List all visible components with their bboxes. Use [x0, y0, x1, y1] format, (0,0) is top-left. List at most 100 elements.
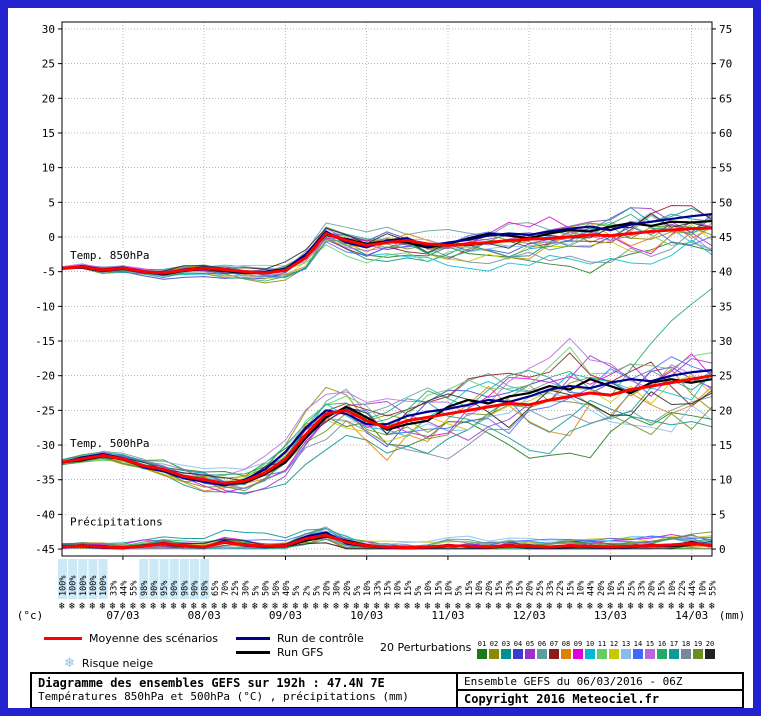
t500-panel-label: Temp. 500hPa — [70, 437, 149, 450]
t500-member-line — [61, 375, 713, 484]
snow-risk-percent-label: 5% — [312, 586, 322, 596]
snow-risk-percent-label: 100% — [89, 576, 99, 596]
snow-risk-percent-label: 44% — [688, 581, 698, 596]
snow-risk-percent-label: 30% — [241, 581, 251, 596]
y-left-tick-label: -10 — [35, 300, 55, 313]
perturbation-item-04: 04 — [512, 640, 524, 659]
snowflake-icon: ❄ — [181, 601, 188, 612]
perturbation-item-01: 01 — [476, 640, 488, 659]
perturbation-color-swatch — [537, 649, 547, 659]
perturbation-color-swatch — [705, 649, 715, 659]
t850-label-bg — [66, 248, 150, 263]
perturbation-item-16: 16 — [656, 640, 668, 659]
snowflake-icon: ❄ — [709, 601, 716, 612]
perturbation-number: 13 — [621, 640, 631, 648]
snowflake-icon: ❄ — [638, 601, 645, 612]
y-right-unit-label: (mm) — [719, 609, 746, 622]
snow-risk-percent-label: 33% — [505, 581, 515, 596]
snowflake-icon: ❄ — [364, 601, 371, 612]
y-right-tick-label: 50 — [719, 196, 732, 209]
perturbation-number: 03 — [501, 640, 511, 648]
snow-risk-percent-label: 90% — [150, 581, 160, 596]
y-right-tick-label: 35 — [719, 300, 732, 313]
perturbation-color-swatch — [477, 649, 487, 659]
snow-risk-highlight — [200, 559, 210, 599]
snow-risk-percent-label: 100% — [79, 576, 89, 596]
snow-risk-percent-label: 25% — [627, 581, 637, 596]
perturbation-color-swatch — [561, 649, 571, 659]
legend-perturbations: 20 Perturbations — [380, 641, 471, 654]
diagram-subtitle: Températures 850hPa et 500hPa (°C) , pré… — [38, 690, 409, 703]
snow-risk-percent-label: 50% — [262, 581, 272, 596]
snowflake-icon: ❄ — [374, 601, 381, 612]
snowflake-icon: ❄ — [689, 601, 696, 612]
date-label: 10/03 — [350, 609, 383, 622]
snowflake-icon: ❄ — [120, 601, 127, 612]
y-right-tick-label: 55 — [719, 162, 732, 175]
snowflake-icon: ❄ — [658, 601, 665, 612]
snowflake-icon: ❄ — [445, 601, 452, 612]
snow-risk-percent-label: 98% — [201, 581, 211, 596]
perturbation-color-swatch — [621, 649, 631, 659]
snow-risk-percent-label: 10% — [607, 581, 617, 596]
snowflake-icon: ❄ — [221, 601, 228, 612]
snow-risk-percent-label: 55% — [709, 581, 719, 596]
perturbation-item-06: 06 — [536, 640, 548, 659]
snow-risk-highlight — [68, 559, 78, 599]
y-right-tick-label: 40 — [719, 266, 732, 279]
snowflake-icon: ❄ — [679, 601, 686, 612]
y-right-tick-label: 45 — [719, 231, 732, 244]
perturbation-color-key: 01 02 03 04 05 06 07 08 09 10 11 12 13 14 15 16 17 18 19 20 — [476, 640, 716, 659]
snow-risk-percent-label: 15% — [495, 581, 505, 596]
date-label: 11/03 — [431, 609, 464, 622]
snowflake-icon: ❄ — [272, 601, 279, 612]
t850-member-line — [61, 222, 713, 272]
t850-member-line — [61, 213, 713, 280]
snow-risk-percent-label: 5% — [455, 586, 465, 596]
snow-risk-percent-label: 100% — [99, 576, 109, 596]
perturbation-number: 12 — [609, 640, 619, 648]
snow-risk-percent-label: 10% — [363, 581, 373, 596]
perturbation-item-02: 02 — [488, 640, 500, 659]
snow-risk-percent-label: 20% — [648, 581, 658, 596]
snowflake-icon: ❄ — [577, 601, 584, 612]
perturbation-color-swatch — [669, 649, 679, 659]
perturbation-number: 15 — [645, 640, 655, 648]
snow-risk-percent-label: 20% — [343, 581, 353, 596]
snow-risk-percent-label: 70% — [221, 581, 231, 596]
snow-risk-percent-label: 15% — [384, 581, 394, 596]
snow-risk-percent-label: 25% — [536, 581, 546, 596]
y-right-tick-label: 70 — [719, 58, 732, 71]
perturbation-color-swatch — [657, 649, 667, 659]
snowflake-icon: ❄ — [475, 601, 482, 612]
snowflake-icon: ❄ — [100, 601, 107, 612]
y-left-tick-label: 0 — [48, 231, 55, 244]
snow-risk-highlight — [149, 559, 159, 599]
snowflake-icon: ❄ — [384, 601, 391, 612]
perturbation-color-swatch — [681, 649, 691, 659]
y-right-tick-label: 60 — [719, 127, 732, 140]
snowflake-icon: ❄ — [618, 601, 625, 612]
plot-frame — [61, 21, 713, 557]
legend-perturbations-label: 20 Perturbations — [380, 641, 472, 654]
snowflake-icon: ❄ — [191, 601, 198, 612]
perturbation-item-08: 08 — [560, 640, 572, 659]
perturbation-item-15: 15 — [644, 640, 656, 659]
snowflake-icon: ❄ — [536, 601, 543, 612]
snow-risk-percent-label: 50% — [272, 581, 282, 596]
perturbation-item-13: 13 — [620, 640, 632, 659]
legend-snow-label: Risque neige — [81, 657, 154, 670]
snowflake-icon: ❄ — [414, 601, 421, 612]
t850-panel-label: Temp. 850hPa — [70, 249, 149, 262]
y-right-tick-label: 5 — [719, 508, 726, 521]
snow-risk-percent-label: 20% — [323, 581, 333, 596]
t500-member-line — [61, 337, 713, 477]
snow-risk-percent-label: 98% — [140, 581, 150, 596]
snow-risk-percent-label: 2% — [302, 586, 312, 596]
snowflake-icon: ❄ — [506, 601, 513, 612]
info-panel: Diagramme des ensembles GEFS sur 192h : … — [30, 672, 744, 708]
perturbation-color-swatch — [645, 649, 655, 659]
y-right-tick-label: 20 — [719, 404, 732, 417]
perturbation-color-swatch — [597, 649, 607, 659]
snow-risk-percent-label: 90% — [170, 581, 180, 596]
